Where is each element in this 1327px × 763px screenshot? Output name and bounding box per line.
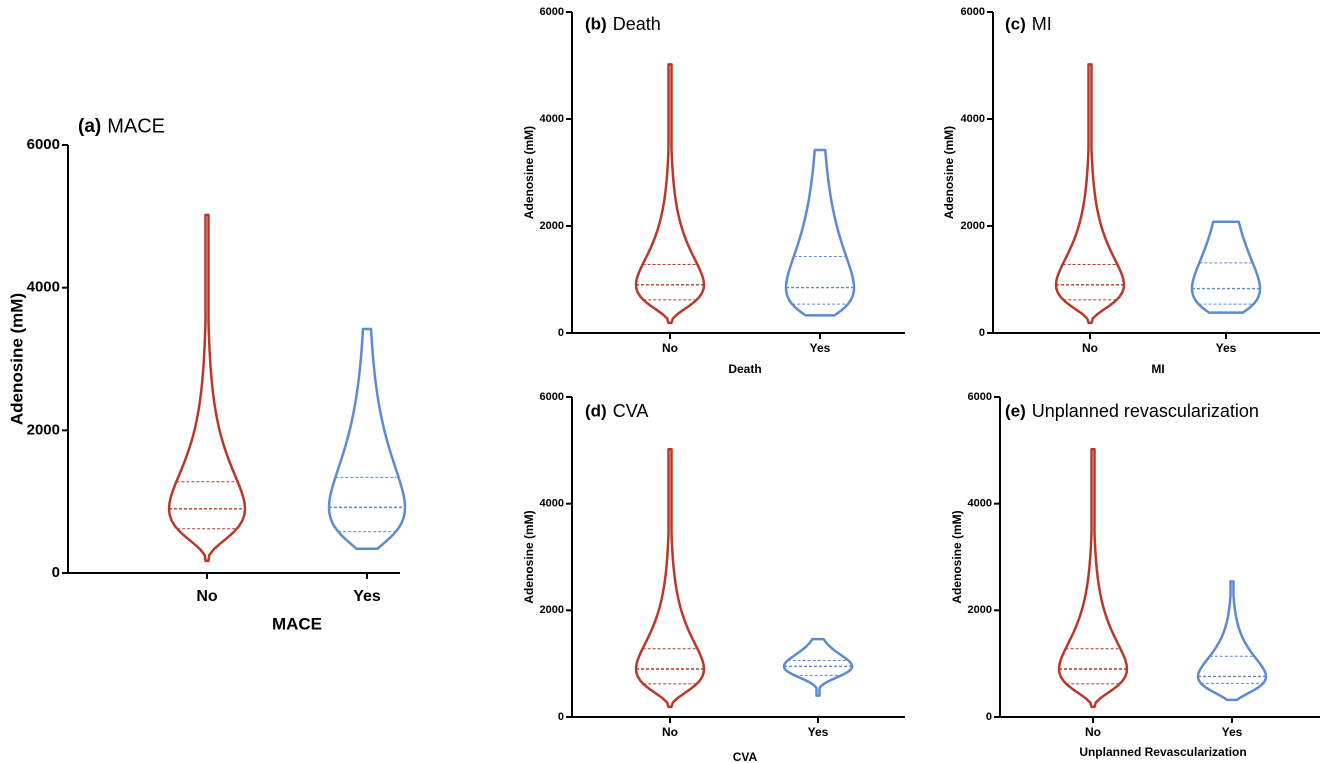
y-tick-label: 2000 — [968, 604, 992, 616]
y-axis-label: Adenosine (mM) — [950, 510, 964, 603]
y-tick-label: 2000 — [540, 220, 564, 232]
violin — [1190, 220, 1262, 314]
y-tick-label: 4000 — [961, 113, 985, 125]
y-tick-label: 0 — [986, 711, 992, 723]
y-tick-label: 0 — [558, 327, 564, 339]
violin — [1054, 63, 1126, 325]
y-tick-label: 6000 — [961, 6, 985, 18]
violin — [327, 327, 407, 550]
y-tick-label: 4000 — [968, 498, 992, 510]
panel-title: CVA — [613, 401, 649, 421]
y-tick-label: 4000 — [27, 279, 60, 296]
y-tick-label: 0 — [979, 327, 985, 339]
panel-label: (a) — [78, 116, 101, 137]
y-tick-label: 4000 — [540, 498, 564, 510]
x-axis-label: MACE — [272, 614, 322, 633]
y-tick-label: 6000 — [27, 136, 60, 153]
y-tick-label: 0 — [558, 711, 564, 723]
x-axis-label: CVA — [733, 750, 758, 763]
panel-title: Death — [613, 14, 661, 34]
x-tick-label: Yes — [810, 341, 831, 355]
y-axis-label: Adenosine (mM) — [942, 126, 956, 219]
panel-label: (b) — [585, 14, 607, 33]
y-axis-label: Adenosine (mM) — [522, 510, 536, 603]
x-tick-label: No — [662, 725, 678, 739]
panel-title: MI — [1032, 14, 1052, 34]
panel-title: MACE — [107, 115, 165, 137]
violin — [1196, 580, 1268, 702]
y-tick-label: 6000 — [540, 6, 564, 18]
y-tick-label: 2000 — [27, 421, 60, 438]
x-tick-label: No — [196, 588, 218, 605]
violin — [782, 637, 854, 697]
x-axis-label: Unplanned Revascularization — [1079, 745, 1246, 759]
x-tick-label: Yes — [808, 725, 829, 739]
y-tick-label: 2000 — [961, 220, 985, 232]
violin — [167, 213, 247, 563]
x-tick-label: No — [1082, 341, 1098, 355]
panel-label: (e) — [1005, 401, 1026, 420]
y-axis-label: Adenosine (mM) — [522, 126, 536, 219]
x-tick-label: Yes — [1216, 341, 1237, 355]
x-axis-label: MI — [1151, 362, 1164, 376]
x-tick-label: No — [1085, 725, 1101, 739]
x-tick-label: Yes — [1222, 725, 1243, 739]
violin — [784, 148, 856, 317]
y-tick-label: 6000 — [540, 391, 564, 403]
violin — [1057, 448, 1129, 709]
x-tick-label: Yes — [353, 588, 381, 605]
panel-label: (c) — [1005, 14, 1026, 33]
y-axis-label: Adenosine (mM) — [7, 293, 26, 425]
x-tick-label: No — [662, 341, 678, 355]
y-tick-label: 2000 — [540, 604, 564, 616]
violin — [634, 63, 706, 325]
violin — [634, 448, 706, 709]
y-tick-label: 6000 — [968, 391, 992, 403]
x-axis-label: Death — [728, 362, 761, 376]
y-tick-label: 4000 — [540, 113, 564, 125]
y-tick-label: 0 — [52, 564, 60, 581]
panel-label: (d) — [585, 401, 607, 420]
panel-title: Unplanned revascularization — [1032, 401, 1259, 421]
